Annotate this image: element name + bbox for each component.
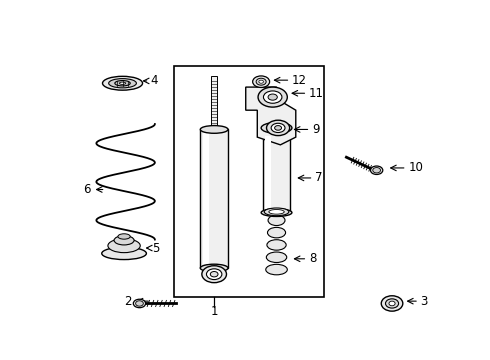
Ellipse shape bbox=[370, 166, 383, 175]
Ellipse shape bbox=[118, 234, 130, 239]
Ellipse shape bbox=[258, 87, 287, 107]
Ellipse shape bbox=[120, 82, 125, 84]
Bar bbox=[265, 136, 271, 209]
Ellipse shape bbox=[266, 264, 287, 275]
Ellipse shape bbox=[274, 126, 279, 130]
Ellipse shape bbox=[271, 123, 285, 132]
Ellipse shape bbox=[381, 296, 403, 311]
Ellipse shape bbox=[264, 208, 289, 216]
Ellipse shape bbox=[274, 126, 282, 130]
Ellipse shape bbox=[264, 91, 282, 103]
Text: 1: 1 bbox=[210, 305, 218, 318]
Ellipse shape bbox=[268, 228, 286, 238]
Ellipse shape bbox=[267, 120, 290, 136]
Ellipse shape bbox=[386, 299, 398, 308]
Text: 4: 4 bbox=[150, 75, 158, 87]
Ellipse shape bbox=[202, 266, 226, 283]
Bar bbox=[263, 132, 291, 213]
Text: 2: 2 bbox=[124, 294, 132, 308]
Ellipse shape bbox=[136, 301, 144, 306]
Ellipse shape bbox=[253, 76, 270, 87]
Text: 6: 6 bbox=[83, 183, 91, 196]
Ellipse shape bbox=[267, 240, 286, 250]
Text: 3: 3 bbox=[420, 294, 428, 308]
Polygon shape bbox=[245, 87, 296, 145]
Bar bbox=[212, 76, 217, 130]
Text: 5: 5 bbox=[152, 242, 160, 255]
Bar bbox=[174, 66, 324, 297]
Text: 7: 7 bbox=[315, 171, 322, 184]
Ellipse shape bbox=[267, 252, 287, 262]
Ellipse shape bbox=[256, 78, 266, 85]
Ellipse shape bbox=[210, 271, 218, 277]
Ellipse shape bbox=[206, 269, 222, 280]
Ellipse shape bbox=[102, 247, 147, 260]
Ellipse shape bbox=[268, 215, 285, 225]
Ellipse shape bbox=[261, 209, 292, 216]
Ellipse shape bbox=[115, 81, 130, 86]
Text: 9: 9 bbox=[312, 123, 319, 136]
Text: 11: 11 bbox=[309, 87, 324, 100]
Ellipse shape bbox=[114, 236, 134, 245]
Ellipse shape bbox=[108, 239, 140, 253]
Ellipse shape bbox=[269, 210, 284, 214]
Ellipse shape bbox=[261, 122, 292, 133]
Ellipse shape bbox=[267, 126, 271, 130]
Ellipse shape bbox=[268, 94, 277, 100]
Ellipse shape bbox=[389, 301, 395, 306]
Text: 10: 10 bbox=[408, 161, 423, 175]
Ellipse shape bbox=[373, 167, 381, 173]
Ellipse shape bbox=[200, 264, 228, 272]
Ellipse shape bbox=[200, 126, 228, 133]
Bar bbox=[200, 130, 228, 268]
Ellipse shape bbox=[259, 80, 264, 83]
Text: 12: 12 bbox=[292, 74, 307, 87]
Bar bbox=[203, 133, 209, 264]
Ellipse shape bbox=[282, 126, 287, 130]
Ellipse shape bbox=[109, 78, 136, 88]
Ellipse shape bbox=[102, 76, 143, 90]
Ellipse shape bbox=[133, 299, 146, 308]
Text: 8: 8 bbox=[309, 252, 316, 265]
